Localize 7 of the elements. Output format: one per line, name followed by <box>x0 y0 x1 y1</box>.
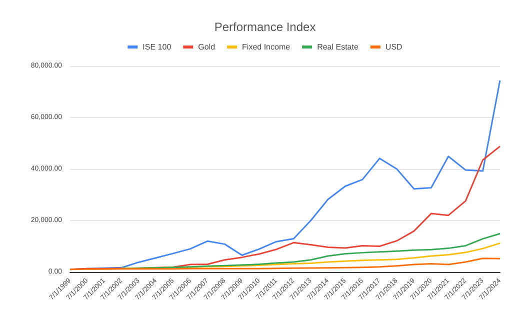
line-series <box>69 258 501 270</box>
legend-label: Gold <box>198 42 216 52</box>
chart-title: Performance Index <box>214 20 316 34</box>
legend-label: ISE 100 <box>142 42 172 52</box>
legend-label: Fixed Income <box>242 42 291 52</box>
legend-label: Real Estate <box>317 42 359 52</box>
legend-label: USD <box>385 42 403 52</box>
